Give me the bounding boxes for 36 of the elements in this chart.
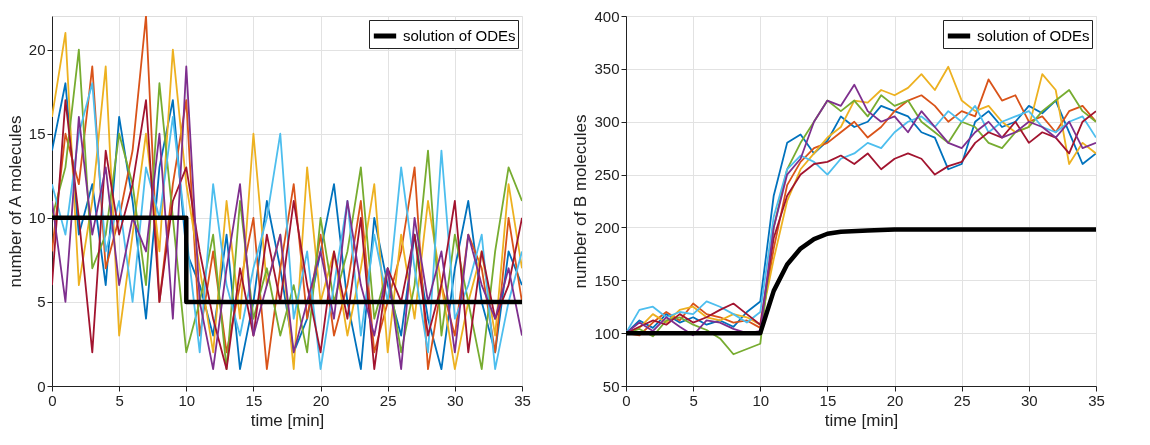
x-tick-label: 0 [48,391,57,409]
line-series [626,227,1096,336]
y-axis-title: number of B molecules [571,114,591,289]
y-tick-label: 10 [28,209,46,227]
x-tick-label: 5 [115,391,124,409]
legend-label: solution of ODEs [977,27,1090,44]
legend-label: solution of ODEs [403,27,516,44]
y-tick-label: 15 [28,125,46,143]
x-axis-title: time [min] [250,410,325,430]
y-tick-label: 20 [28,41,46,59]
y-axis-title: number of A molecules [5,115,25,288]
y-tick-label: 200 [594,218,620,236]
x-tick-label: 0 [622,391,631,409]
x-axis-title: time [min] [824,410,899,430]
x-tick-label: 25 [953,391,971,409]
y-tick-label: 350 [594,60,620,78]
x-tick-label: 15 [819,391,837,409]
x-tick-label: 35 [1088,391,1105,409]
x-tick-label: 5 [689,391,698,409]
y-tick-label: 250 [594,166,620,184]
y-tick-label: 50 [602,377,620,395]
y-tick-label: 0 [37,377,46,395]
x-tick-label: 10 [178,391,196,409]
y-tick-label: 400 [594,7,620,25]
x-tick-label: 25 [379,391,397,409]
x-tick-label: 20 [312,391,330,409]
x-tick-label: 30 [1021,391,1038,409]
y-tick-label: 100 [594,324,620,342]
y-tick-label: 5 [37,293,46,311]
x-tick-label: 35 [514,391,531,409]
x-tick-label: 30 [447,391,464,409]
x-tick-label: 10 [752,391,770,409]
x-tick-label: 20 [886,391,904,409]
y-tick-label: 300 [594,113,620,131]
x-tick-label: 15 [245,391,263,409]
y-tick-label: 150 [594,271,620,289]
